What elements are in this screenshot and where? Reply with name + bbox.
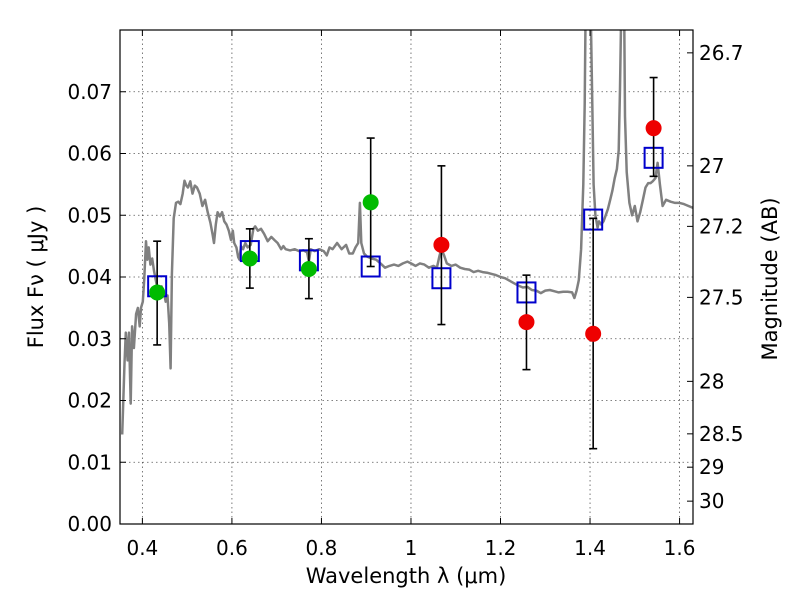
x-tick-label: 0.4 <box>126 536 158 560</box>
right-tick-label: 27 <box>699 154 724 178</box>
x-tick-label: 1.6 <box>664 536 696 560</box>
y-tick-label: 0.02 <box>67 389 112 413</box>
y-axis-label: Flux Fν ( μJy ) <box>24 206 48 349</box>
right-tick-label: 27.2 <box>699 214 744 238</box>
right-tick-label: 27.5 <box>699 285 744 309</box>
observed-flux-point <box>433 236 450 253</box>
right-tick-label: 28.5 <box>699 422 744 446</box>
observed-flux-point <box>518 314 535 331</box>
model-spectrum-line <box>120 30 693 435</box>
observed-flux-point <box>645 120 662 137</box>
x-tick-label: 1 <box>405 536 418 560</box>
observed-flux-point <box>362 194 379 211</box>
observed-flux-point <box>300 260 317 277</box>
right-tick-label: 28 <box>699 369 724 393</box>
right-tick-label: 29 <box>699 455 724 479</box>
right-tick-label: 30 <box>699 489 724 513</box>
observed-flux-point <box>585 325 602 342</box>
y-tick-label: 0.01 <box>67 450 112 474</box>
y-tick-label: 0.00 <box>67 512 112 536</box>
y-tick-label: 0.07 <box>67 80 112 104</box>
y-tick-label: 0.03 <box>67 327 112 351</box>
x-axis-label: Wavelength λ (μm) <box>306 564 507 588</box>
grid-lines <box>120 30 693 524</box>
x-tick-label: 1.2 <box>485 536 517 560</box>
observed-flux-point <box>149 284 166 301</box>
y-tick-label: 0.04 <box>67 265 112 289</box>
y-tick-label: 0.05 <box>67 203 112 227</box>
right-tick-label: 26.7 <box>699 41 744 65</box>
x-tick-label: 0.8 <box>306 536 338 560</box>
x-tick-label: 0.6 <box>216 536 248 560</box>
observed-flux-point <box>241 250 258 267</box>
right-axis-label: Magnitude (AB) <box>758 197 782 360</box>
y-tick-label: 0.06 <box>67 142 112 166</box>
data-layer <box>120 30 693 450</box>
tick-layer: 0.4 0.6 0.8 1 1.2 1.4 1.6 0.00 0.01 0.02 0.03 0.04 0… <box>67 30 744 560</box>
x-tick-label: 1.4 <box>574 536 606 560</box>
